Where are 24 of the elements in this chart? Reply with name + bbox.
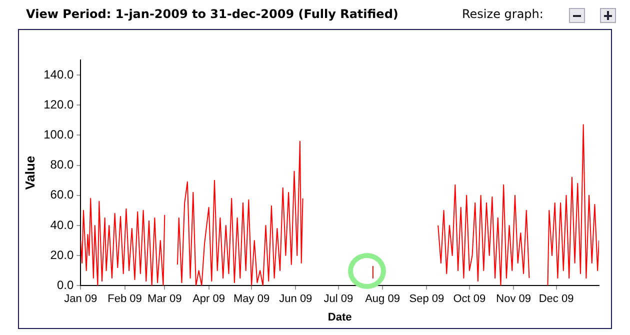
x-tick-label: Feb 09 <box>108 293 142 306</box>
x-tick-label: Mar 09 <box>148 293 182 306</box>
x-tick-label: Sep 09 <box>409 293 444 306</box>
y-tick-label: 140.0 <box>44 67 74 82</box>
text: Resize graph: <box>462 7 544 21</box>
y-axis-title: Value <box>22 156 38 190</box>
y-tick-label: 120.0 <box>44 97 74 112</box>
x-tick-label: Jul 09 <box>324 293 354 306</box>
x-tick-label: May 09 <box>233 293 270 306</box>
x-tick-label: Apr 09 <box>192 293 226 306</box>
x-tick-label: Jan 09 <box>64 293 98 306</box>
chart-title: View Period: 1-jan-2009 to 31-dec-2009 (Fully Ratified) <box>26 7 398 21</box>
y-tick-label: 60.0 <box>50 188 74 202</box>
y-tick-label: 100.0 <box>44 128 74 142</box>
x-axis-title: Date <box>328 311 352 324</box>
x-tick-label: Aug 09 <box>365 293 400 306</box>
y-tick-label: 20.0 <box>50 248 74 262</box>
x-tick-label: Oct 09 <box>453 293 486 306</box>
x-tick-label: Dec 09 <box>538 293 574 306</box>
y-tick-label: 40.0 <box>50 218 74 232</box>
y-tick-label: 0.0 <box>56 278 74 292</box>
x-tick-label: Nov 09 <box>496 293 531 306</box>
x-tick-label: Jun 09 <box>279 293 312 306</box>
y-tick-label: 80.0 <box>50 158 74 172</box>
